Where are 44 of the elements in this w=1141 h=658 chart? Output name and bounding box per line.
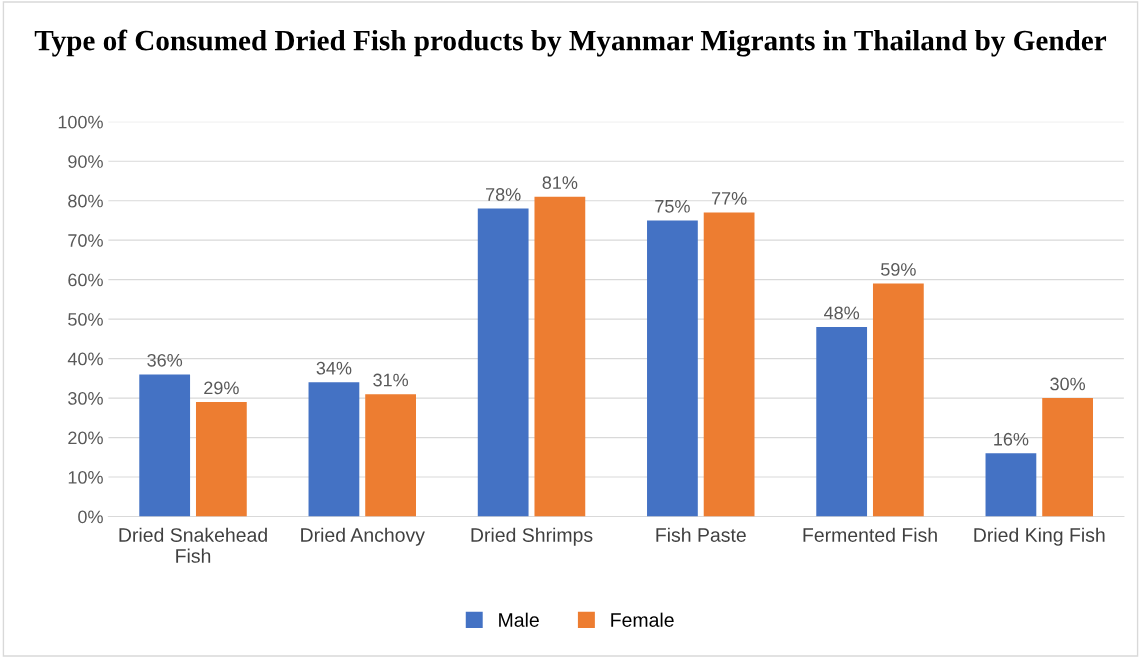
data-label: 75% bbox=[655, 199, 690, 213]
y-tick-label: 50% bbox=[68, 313, 103, 326]
legend-label: Male bbox=[499, 612, 539, 627]
bar bbox=[816, 327, 868, 517]
x-tick-label: Dried Anchovy bbox=[301, 527, 425, 546]
data-label: 34% bbox=[316, 361, 352, 375]
x-tick-label: Fermented Fish bbox=[803, 527, 937, 542]
data-label: 30% bbox=[1050, 377, 1086, 391]
bar bbox=[477, 208, 529, 517]
y-tick-label: 70% bbox=[68, 234, 103, 247]
y-tick-label: 0% bbox=[78, 510, 103, 524]
y-tick-label: 60% bbox=[68, 273, 103, 287]
bar bbox=[534, 196, 586, 517]
data-label: 81% bbox=[542, 176, 578, 190]
bar bbox=[703, 212, 755, 517]
bar bbox=[985, 453, 1037, 517]
y-tick-label: 100% bbox=[58, 115, 103, 129]
data-label: 77% bbox=[711, 192, 747, 205]
y-tick-label: 10% bbox=[68, 470, 103, 484]
bar bbox=[872, 283, 924, 517]
data-label: 16% bbox=[994, 432, 1029, 446]
data-label: 31% bbox=[373, 373, 409, 387]
chart-title: Type of Consumed Dried Fish products by Myanmar Migrants in Thailand by Gender bbox=[34, 29, 1107, 57]
bar bbox=[365, 394, 416, 517]
x-tick-label: Fish Paste bbox=[656, 527, 746, 542]
x-tick-label: Dried Snakehead Fish bbox=[119, 527, 267, 563]
bar bbox=[195, 402, 247, 517]
bar bbox=[308, 382, 360, 517]
data-label: 36% bbox=[147, 353, 183, 367]
y-tick-label: 90% bbox=[68, 155, 103, 168]
y-tick-label: 30% bbox=[68, 392, 103, 405]
bar bbox=[1042, 398, 1093, 517]
y-tick-label: 80% bbox=[68, 194, 103, 208]
x-tick-label: Dried Shrimps bbox=[471, 527, 593, 546]
y-tick-label: 20% bbox=[68, 431, 103, 445]
data-label: 59% bbox=[881, 263, 916, 276]
bar bbox=[139, 374, 191, 517]
data-label: 29% bbox=[204, 381, 239, 395]
legend-label: Female bbox=[611, 612, 674, 627]
y-tick-label: 40% bbox=[67, 352, 103, 366]
x-tick-label: Dried King Fish bbox=[974, 527, 1105, 546]
data-label: 78% bbox=[486, 188, 521, 201]
data-label: 48% bbox=[824, 306, 860, 320]
bar bbox=[647, 220, 698, 517]
